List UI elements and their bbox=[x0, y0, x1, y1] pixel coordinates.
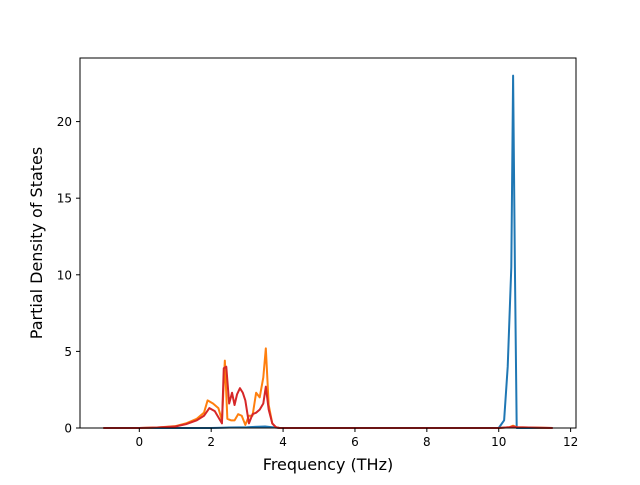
x-axis-title: Frequency (THz) bbox=[263, 455, 393, 474]
y-tick-label: 5 bbox=[64, 345, 72, 359]
series-line-0 bbox=[103, 74, 553, 429]
x-tick-label: 8 bbox=[423, 435, 431, 449]
x-tick-label: 6 bbox=[351, 435, 359, 449]
series-layer bbox=[103, 74, 553, 429]
x-tick-label: 12 bbox=[563, 435, 578, 449]
y-tick-label: 0 bbox=[64, 422, 72, 436]
y-tick-label: 15 bbox=[57, 192, 72, 206]
x-tick-label: 0 bbox=[135, 435, 143, 449]
y-tick-label: 10 bbox=[57, 268, 72, 282]
y-tick-label: 20 bbox=[57, 115, 72, 129]
x-tick-label: 2 bbox=[207, 435, 215, 449]
x-tick-label: 10 bbox=[491, 435, 506, 449]
series-line-2 bbox=[103, 365, 553, 429]
y-axis-ticks: 0 5 10 15 20 bbox=[57, 115, 80, 436]
y-axis-title: Partial Density of States bbox=[27, 147, 46, 339]
x-tick-label: 4 bbox=[279, 435, 287, 449]
x-axis-ticks: 0 2 4 6 8 10 12 bbox=[135, 428, 578, 449]
series-line-1 bbox=[103, 347, 553, 429]
plot-frame bbox=[79, 57, 577, 429]
